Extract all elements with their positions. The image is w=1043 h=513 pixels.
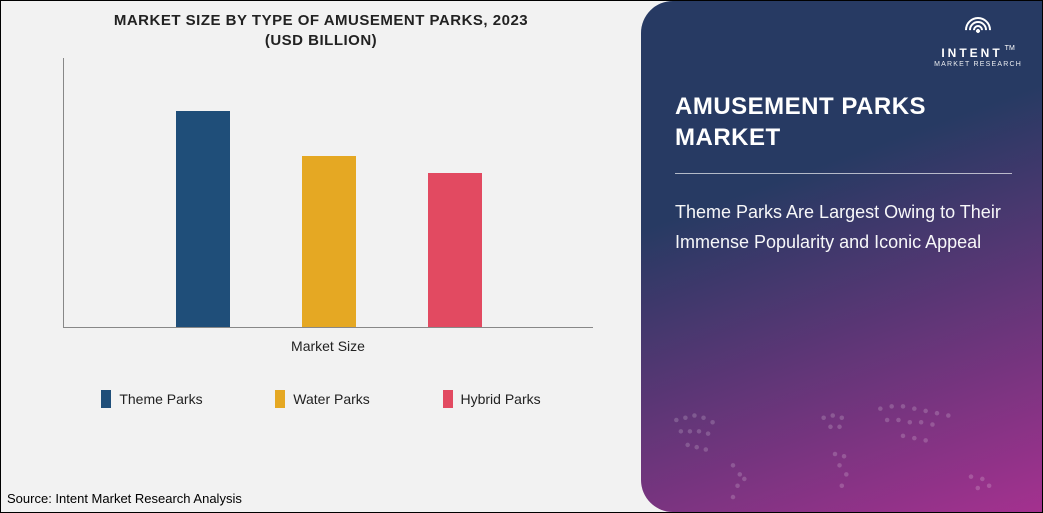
- panel-body: Theme Parks Are Largest Owing to Their I…: [675, 198, 1012, 257]
- bar-hybrid-parks: [428, 173, 482, 327]
- logo-subtext: MARKET RESEARCH: [934, 61, 1022, 68]
- logo-tm: TM: [1005, 45, 1015, 52]
- brand-logo: INTENTTM MARKET RESEARCH: [934, 15, 1022, 68]
- logo-icon: [962, 15, 994, 41]
- chart-title-line1: MARKET SIZE BY TYPE OF AMUSEMENT PARKS, …: [114, 12, 528, 29]
- legend-item-water-parks: Water Parks: [275, 390, 370, 408]
- chart-title-line2: (USD BILLION): [265, 32, 377, 49]
- panel-divider: [675, 173, 1012, 174]
- legend-item-hybrid-parks: Hybrid Parks: [443, 390, 541, 408]
- legend-swatch: [275, 390, 285, 408]
- legend-label: Hybrid Parks: [461, 391, 541, 407]
- panel-title: AMUSEMENT PARKS MARKET: [675, 91, 1012, 153]
- legend-label: Water Parks: [293, 391, 370, 407]
- bar-group: [64, 58, 593, 327]
- legend-label: Theme Parks: [119, 391, 202, 407]
- chart-plot-area: [63, 58, 593, 328]
- summary-panel: INTENTTM MARKET RESEARCH AMUSEMENT PARKS…: [641, 1, 1042, 512]
- bar-theme-parks: [176, 111, 230, 327]
- legend-swatch: [101, 390, 111, 408]
- legend-item-theme-parks: Theme Parks: [101, 390, 202, 408]
- chart-title: MARKET SIZE BY TYPE OF AMUSEMENT PARKS, …: [25, 11, 617, 52]
- bar-water-parks: [302, 156, 356, 326]
- legend-swatch: [443, 390, 453, 408]
- infographic-frame: MARKET SIZE BY TYPE OF AMUSEMENT PARKS, …: [0, 0, 1043, 513]
- world-map-background-icon: [641, 352, 1042, 512]
- chart-legend: Theme Parks Water Parks Hybrid Parks: [25, 390, 617, 408]
- chart-panel: MARKET SIZE BY TYPE OF AMUSEMENT PARKS, …: [1, 1, 641, 512]
- source-text: Source: Intent Market Research Analysis: [7, 491, 242, 506]
- x-axis-label: Market Size: [63, 338, 593, 354]
- logo-text: INTENT: [941, 46, 1002, 60]
